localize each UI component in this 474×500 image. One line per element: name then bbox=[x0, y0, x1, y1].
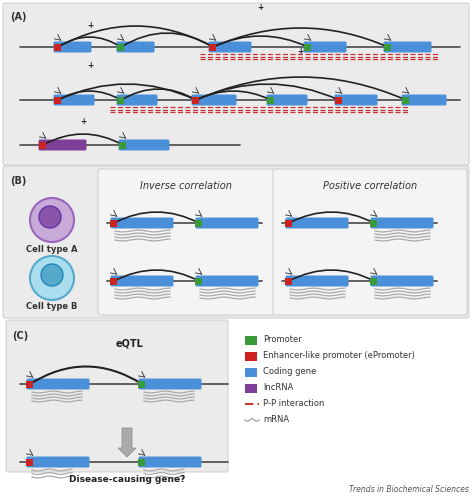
FancyBboxPatch shape bbox=[195, 276, 258, 286]
FancyBboxPatch shape bbox=[138, 456, 201, 468]
Bar bbox=[285, 220, 292, 226]
Text: (B): (B) bbox=[10, 176, 27, 186]
Text: Coding gene: Coding gene bbox=[263, 368, 316, 376]
Bar bbox=[210, 44, 217, 51]
Bar bbox=[285, 278, 292, 284]
Bar bbox=[55, 96, 62, 103]
Bar bbox=[55, 44, 62, 51]
Text: (C): (C) bbox=[12, 331, 28, 341]
FancyBboxPatch shape bbox=[191, 94, 237, 106]
FancyBboxPatch shape bbox=[209, 42, 252, 52]
Circle shape bbox=[30, 198, 74, 242]
Circle shape bbox=[41, 264, 63, 286]
Bar bbox=[118, 44, 125, 51]
FancyBboxPatch shape bbox=[138, 378, 201, 390]
Bar bbox=[371, 278, 377, 284]
Circle shape bbox=[39, 206, 61, 228]
FancyBboxPatch shape bbox=[110, 276, 173, 286]
Text: +: + bbox=[297, 48, 303, 56]
Text: +: + bbox=[87, 20, 93, 30]
Bar bbox=[402, 96, 410, 103]
Text: Disease-causing gene?: Disease-causing gene? bbox=[69, 475, 185, 484]
Text: Enhancer-like promoter (ePromoter): Enhancer-like promoter (ePromoter) bbox=[263, 352, 415, 360]
Text: Cell type B: Cell type B bbox=[27, 302, 78, 311]
Bar bbox=[267, 96, 274, 103]
Text: lncRNA: lncRNA bbox=[263, 384, 293, 392]
FancyBboxPatch shape bbox=[383, 42, 431, 52]
FancyBboxPatch shape bbox=[98, 169, 274, 315]
Bar bbox=[27, 458, 34, 466]
Text: (A): (A) bbox=[10, 12, 27, 22]
FancyBboxPatch shape bbox=[335, 94, 377, 106]
FancyBboxPatch shape bbox=[266, 94, 308, 106]
Bar bbox=[245, 336, 257, 345]
FancyBboxPatch shape bbox=[371, 276, 434, 286]
Bar bbox=[304, 44, 311, 51]
Text: eQTL: eQTL bbox=[116, 338, 144, 348]
FancyBboxPatch shape bbox=[27, 456, 90, 468]
Bar bbox=[195, 278, 202, 284]
Bar bbox=[195, 220, 202, 226]
FancyBboxPatch shape bbox=[117, 42, 155, 52]
Bar bbox=[245, 368, 257, 377]
FancyBboxPatch shape bbox=[118, 140, 170, 150]
Bar bbox=[138, 458, 146, 466]
Bar bbox=[27, 380, 34, 388]
FancyBboxPatch shape bbox=[273, 169, 467, 315]
Bar bbox=[371, 220, 377, 226]
Bar bbox=[192, 96, 200, 103]
Text: P-P interaction: P-P interaction bbox=[263, 400, 324, 408]
FancyBboxPatch shape bbox=[117, 94, 157, 106]
FancyBboxPatch shape bbox=[27, 378, 90, 390]
Text: Inverse correlation: Inverse correlation bbox=[140, 181, 232, 191]
FancyBboxPatch shape bbox=[54, 94, 94, 106]
Text: +: + bbox=[80, 116, 86, 126]
Text: Trends in Biochemical Sciences: Trends in Biochemical Sciences bbox=[349, 485, 469, 494]
Text: mRNA: mRNA bbox=[263, 416, 289, 424]
FancyBboxPatch shape bbox=[303, 42, 346, 52]
Bar bbox=[110, 220, 118, 226]
Bar bbox=[245, 352, 257, 361]
Bar bbox=[138, 380, 146, 388]
Text: Cell type A: Cell type A bbox=[26, 245, 78, 254]
FancyBboxPatch shape bbox=[371, 218, 434, 228]
Text: Positive correlation: Positive correlation bbox=[323, 181, 417, 191]
FancyArrow shape bbox=[118, 428, 136, 457]
Bar bbox=[336, 96, 343, 103]
FancyBboxPatch shape bbox=[3, 3, 469, 165]
Bar bbox=[39, 142, 46, 148]
Bar bbox=[118, 96, 125, 103]
FancyBboxPatch shape bbox=[6, 320, 228, 472]
FancyBboxPatch shape bbox=[110, 218, 173, 228]
FancyBboxPatch shape bbox=[38, 140, 86, 150]
Bar bbox=[110, 278, 118, 284]
Circle shape bbox=[30, 256, 74, 300]
Text: +: + bbox=[257, 2, 263, 12]
Text: +: + bbox=[87, 62, 93, 70]
Bar bbox=[245, 384, 257, 393]
FancyBboxPatch shape bbox=[285, 276, 348, 286]
FancyBboxPatch shape bbox=[285, 218, 348, 228]
FancyBboxPatch shape bbox=[195, 218, 258, 228]
Text: Promoter: Promoter bbox=[263, 336, 302, 344]
Bar bbox=[384, 44, 392, 51]
Bar bbox=[119, 142, 127, 148]
FancyBboxPatch shape bbox=[401, 94, 447, 106]
FancyBboxPatch shape bbox=[54, 42, 91, 52]
FancyBboxPatch shape bbox=[3, 166, 469, 318]
